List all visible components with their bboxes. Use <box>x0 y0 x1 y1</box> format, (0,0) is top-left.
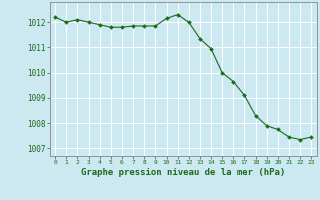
X-axis label: Graphe pression niveau de la mer (hPa): Graphe pression niveau de la mer (hPa) <box>81 168 285 177</box>
